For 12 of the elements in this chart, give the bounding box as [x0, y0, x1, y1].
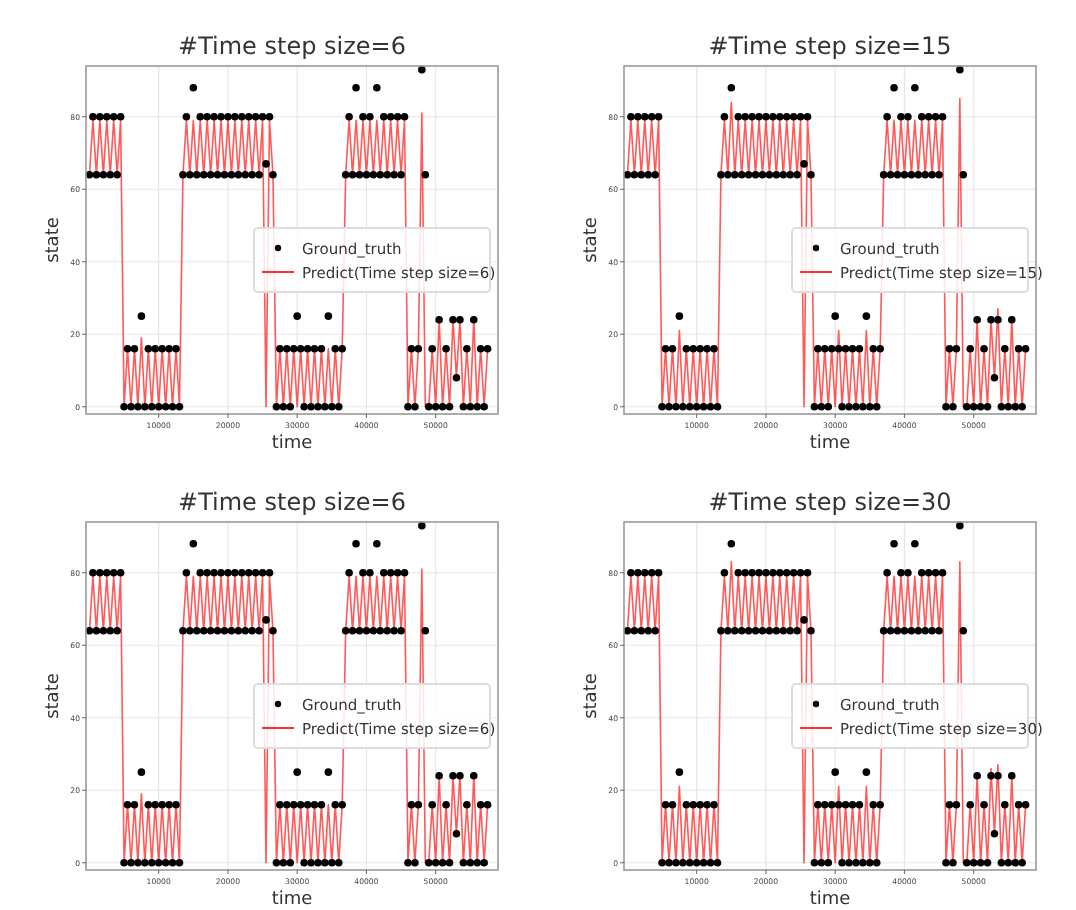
x-axis-title: time — [271, 890, 314, 910]
y-axis-title: state — [44, 216, 64, 263]
chart-title: #Time step size=15 — [708, 32, 952, 60]
y-axis-title: state — [582, 672, 602, 719]
chart-title: #Time step size=30 — [708, 488, 952, 516]
x-axis-title: time — [809, 434, 852, 454]
chart-title: #Time step size=6 — [178, 488, 406, 516]
y-axis-title: state — [44, 672, 64, 719]
x-axis-title: time — [271, 434, 314, 454]
y-axis-title: state — [582, 216, 602, 263]
x-axis-title: time — [809, 890, 852, 910]
chart-title: #Time step size=6 — [178, 32, 406, 60]
